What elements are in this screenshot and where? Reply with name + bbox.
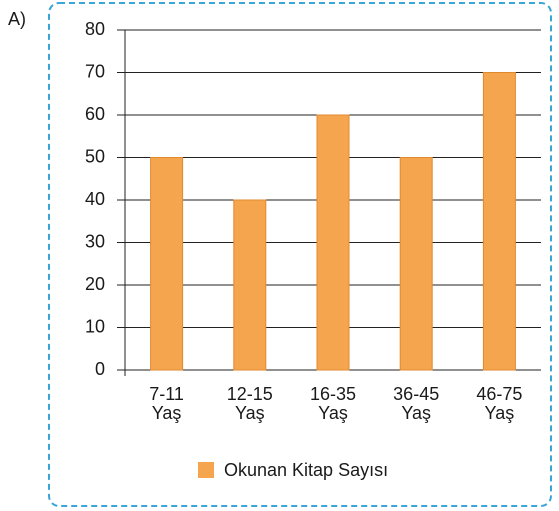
y-tick-label: 0 (95, 359, 105, 379)
legend-label: Okunan Kitap Sayısı (224, 460, 388, 480)
x-tick-label: 7-11 (149, 384, 184, 404)
bar (150, 157, 184, 371)
bar (399, 157, 433, 371)
x-tick-label: Yaş (235, 403, 265, 423)
x-tick-label: Yaş (152, 403, 182, 423)
y-tick-label: 40 (85, 189, 105, 209)
y-tick-label: 80 (85, 19, 105, 39)
legend-swatch (198, 462, 214, 478)
y-tick-label: 20 (85, 274, 105, 294)
bar (233, 199, 267, 371)
x-tick-label: Yaş (485, 403, 515, 423)
y-tick-label: 50 (85, 146, 105, 166)
x-tick-label: 46-75 (476, 384, 522, 404)
y-tick-label: 60 (85, 104, 105, 124)
y-tick-label: 30 (85, 231, 105, 251)
x-tick-label: 12-15 (227, 384, 273, 404)
bar (482, 72, 516, 371)
frame (48, 2, 552, 507)
x-tick-label: 36-45 (393, 384, 439, 404)
x-tick-label: Yaş (318, 403, 348, 423)
x-tick-label: Yaş (401, 403, 431, 423)
option-label: A) (8, 9, 26, 29)
bar (316, 114, 350, 371)
y-tick-label: 10 (85, 316, 105, 336)
y-tick-label: 70 (85, 61, 105, 81)
x-tick-label: 16-35 (310, 384, 356, 404)
